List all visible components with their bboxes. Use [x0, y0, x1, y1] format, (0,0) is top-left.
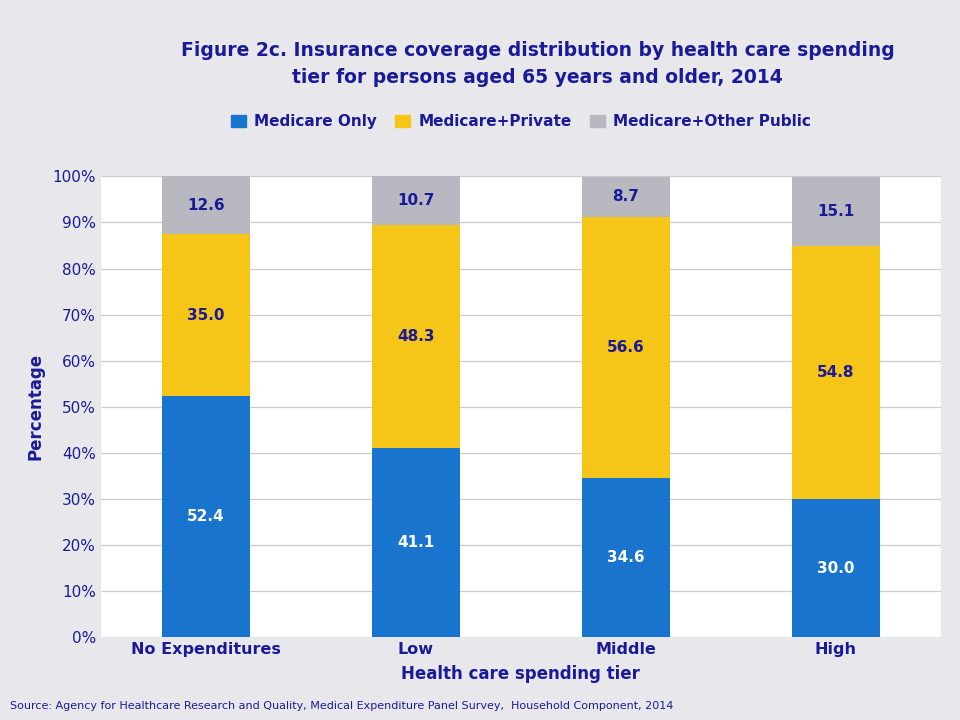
Bar: [161, 396, 250, 637]
Text: 10.7: 10.7: [397, 193, 435, 208]
Bar: [792, 499, 880, 637]
Text: Source: Agency for Healthcare Research and Quality, Medical Expenditure Panel Su: Source: Agency for Healthcare Research a…: [10, 701, 673, 711]
Text: 12.6: 12.6: [187, 198, 225, 213]
Bar: [792, 246, 880, 499]
Bar: [372, 176, 460, 225]
Text: 8.7: 8.7: [612, 189, 639, 204]
Text: 54.8: 54.8: [817, 365, 854, 380]
Y-axis label: Percentage: Percentage: [26, 354, 44, 460]
X-axis label: Health care spending tier: Health care spending tier: [401, 665, 640, 683]
Bar: [582, 217, 670, 478]
Text: 52.4: 52.4: [187, 509, 225, 524]
Bar: [161, 235, 250, 396]
Text: 30.0: 30.0: [817, 561, 854, 575]
Bar: [582, 177, 670, 217]
Bar: [161, 176, 250, 235]
Text: Figure 2c. Insurance coverage distribution by health care spending
tier for pers: Figure 2c. Insurance coverage distributi…: [180, 41, 895, 86]
Bar: [372, 448, 460, 637]
Bar: [372, 225, 460, 448]
Text: 41.1: 41.1: [397, 535, 435, 550]
Text: 48.3: 48.3: [397, 329, 435, 344]
Legend: Medicare Only, Medicare+Private, Medicare+Other Public: Medicare Only, Medicare+Private, Medicar…: [225, 108, 817, 135]
Bar: [792, 177, 880, 246]
Text: 34.6: 34.6: [607, 550, 644, 565]
Text: 56.6: 56.6: [607, 340, 645, 355]
Text: 35.0: 35.0: [187, 307, 225, 323]
Bar: [582, 478, 670, 637]
Text: 15.1: 15.1: [817, 204, 854, 219]
